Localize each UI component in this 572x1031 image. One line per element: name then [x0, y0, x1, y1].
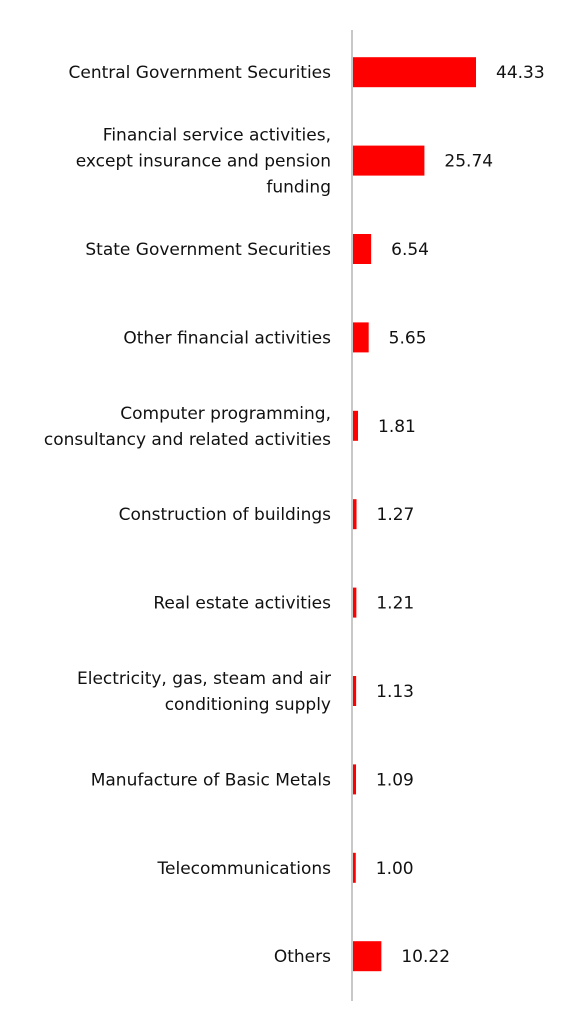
data-label: 10.22	[401, 947, 450, 967]
category-label: Central Government Securities	[68, 63, 331, 83]
data-label: 44.33	[496, 63, 545, 83]
data-label: 1.21	[376, 594, 414, 614]
data-label: 6.54	[391, 240, 429, 260]
category-label: Construction of buildings	[119, 505, 332, 525]
category-label-line: Computer programming,	[120, 404, 331, 424]
category-label-line: Real estate activities	[153, 594, 331, 614]
data-label: 1.09	[376, 770, 414, 790]
category-label-line: Electricity, gas, steam and air	[77, 669, 331, 689]
category-label-line: conditioning supply	[165, 695, 331, 715]
category-label-line: Financial service activities,	[103, 126, 331, 146]
category-label: Others	[274, 947, 331, 967]
category-label-line: funding	[266, 178, 331, 198]
bar	[353, 410, 359, 441]
category-label: Other financial activities	[123, 328, 331, 348]
bar	[353, 587, 357, 618]
category-label-line: Other financial activities	[123, 328, 331, 348]
bar	[353, 764, 357, 795]
data-label: 1.13	[376, 682, 414, 702]
data-label: 1.00	[376, 859, 414, 879]
category-label-line: Construction of buildings	[119, 505, 332, 525]
bar	[353, 234, 372, 264]
data-label: 1.27	[377, 505, 415, 525]
category-label-line: consultancy and related activities	[44, 430, 331, 450]
category-label: Computer programming, consultancy and rel…	[44, 404, 331, 450]
category-label: State Government Securities	[85, 240, 331, 260]
data-label: 25.74	[444, 152, 493, 172]
data-label: 5.65	[389, 328, 427, 348]
bar	[353, 322, 369, 353]
category-label: Financial service activities, except insu…	[76, 126, 331, 198]
bar	[353, 852, 356, 883]
category-label: Telecommunications	[157, 859, 332, 879]
category-label-line: Others	[274, 947, 331, 967]
category-label-line: Telecommunications	[157, 859, 332, 879]
category-label-line: State Government Securities	[85, 240, 331, 260]
category-label: Manufacture of Basic Metals	[91, 770, 331, 790]
bar	[353, 676, 357, 706]
category-label-line: Manufacture of Basic Metals	[91, 770, 331, 790]
bar	[353, 57, 476, 88]
category-label: Real estate activities	[153, 594, 331, 614]
data-label: 1.81	[378, 417, 416, 437]
category-label: Electricity, gas, steam and air condition…	[77, 669, 331, 715]
category-label-line: Central Government Securities	[68, 63, 331, 83]
bar	[353, 499, 357, 530]
bar	[353, 145, 425, 176]
bar	[353, 941, 382, 972]
category-label-line: except insurance and pension	[76, 152, 331, 172]
